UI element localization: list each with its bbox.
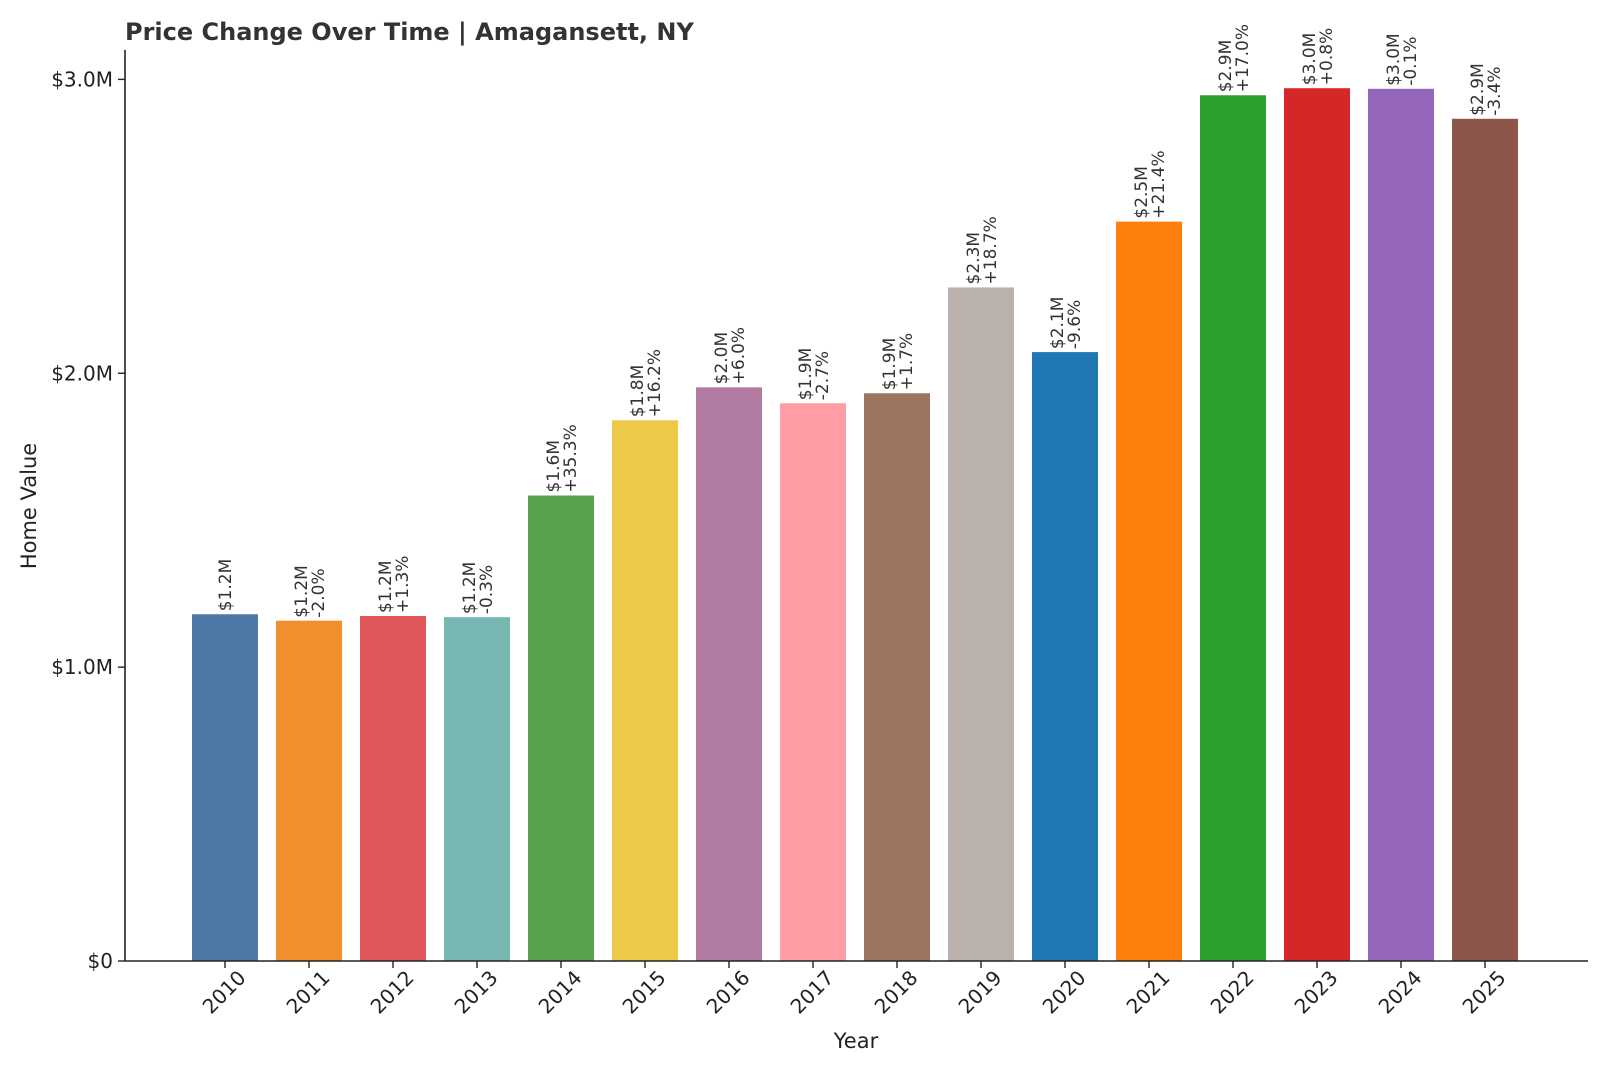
bar-2018 xyxy=(864,393,930,961)
x-tick-label-2010: 2010 xyxy=(198,966,251,1019)
x-tick-label-2022: 2022 xyxy=(1206,966,1259,1019)
value-label-2021: $2.5M xyxy=(1132,166,1152,219)
x-tick-label-2012: 2012 xyxy=(366,966,419,1019)
bar-labels-group: $1.2M $1.2M-2.0% $1.2M+1.3% $1.2M-0.3%$1.6M… xyxy=(216,24,1505,618)
value-label-2013: $1.2M xyxy=(460,562,480,615)
bar-label-2012: $1.2M+1.3% xyxy=(376,556,413,613)
x-tick-label-2018: 2018 xyxy=(870,966,923,1019)
change-label-2019: +18.7% xyxy=(981,216,1001,284)
x-tick-label-2019: 2019 xyxy=(954,966,1007,1019)
x-tick-label-2011: 2011 xyxy=(282,966,335,1019)
bar-2010 xyxy=(192,614,258,961)
x-tick-label-2025: 2025 xyxy=(1458,966,1511,1019)
value-label-2016: $2.0M xyxy=(712,332,732,385)
bars-group xyxy=(192,88,1518,962)
bar-label-2016: $2.0M+6.0% xyxy=(712,327,749,384)
change-label-2012: +1.3% xyxy=(393,556,413,613)
value-label-2023: $3.0M xyxy=(1300,33,1320,86)
value-label-2025: $2.9M xyxy=(1468,63,1488,116)
y-ticks-group: $0 $1.0M $2.0M $3.0M xyxy=(51,67,125,973)
value-label-2018: $1.9M xyxy=(880,338,900,391)
bar-2012 xyxy=(360,615,426,961)
bar-label-2019: $2.3M+18.7% xyxy=(964,216,1001,284)
value-label-2012: $1.2M xyxy=(376,560,396,613)
x-tick-label-2020: 2020 xyxy=(1038,966,1091,1019)
change-label-2017: -2.7% xyxy=(813,351,833,400)
change-label-2025: -3.4% xyxy=(1485,66,1505,115)
change-label-2021: +21.4% xyxy=(1149,150,1169,218)
value-label-2011: $1.2M xyxy=(292,565,312,618)
bar-2011 xyxy=(276,620,342,961)
bar-label-2017: $1.9M-2.7% xyxy=(796,348,833,401)
y-tick-label-0: $0 xyxy=(88,949,113,973)
change-label-2016: +6.0% xyxy=(729,327,749,384)
bar-label-2018: $1.9M+1.7% xyxy=(880,333,917,390)
change-label-2013: -0.3% xyxy=(477,565,497,614)
bar-2019 xyxy=(948,287,1014,961)
x-tick-label-2017: 2017 xyxy=(786,966,839,1019)
bar-label-2014: $1.6M+35.3% xyxy=(544,424,581,492)
change-label-2022: +17.0% xyxy=(1233,24,1253,92)
bar-label-2022: $2.9M+17.0% xyxy=(1216,24,1253,92)
x-tick-label-2016: 2016 xyxy=(702,966,755,1019)
y-tick-label-3: $3.0M xyxy=(51,67,113,91)
bar-2015 xyxy=(612,420,678,961)
change-label-2024: -0.1% xyxy=(1401,36,1421,85)
bar-label-2025: $2.9M-3.4% xyxy=(1468,63,1505,116)
value-label-2020: $2.1M xyxy=(1048,297,1068,350)
value-label-2022: $2.9M xyxy=(1216,40,1236,93)
bar-2022 xyxy=(1200,95,1266,962)
bar-2025 xyxy=(1452,118,1518,961)
value-label-2019: $2.3M xyxy=(964,232,984,285)
bar-2024 xyxy=(1368,88,1434,962)
y-axis-label: Home Value xyxy=(17,443,41,569)
x-tick-label-2024: 2024 xyxy=(1374,966,1427,1019)
value-label-2024: $3.0M xyxy=(1384,33,1404,86)
x-tick-label-2013: 2013 xyxy=(450,966,503,1019)
bar-2014 xyxy=(528,495,594,961)
bar-label-2024: $3.0M-0.1% xyxy=(1384,33,1421,86)
bar-2023 xyxy=(1284,88,1350,961)
value-label-2010: $1.2M xyxy=(216,559,236,612)
change-label-2014: +35.3% xyxy=(561,424,581,492)
change-label-2011: -2.0% xyxy=(309,568,329,617)
bar-label-2021: $2.5M+21.4% xyxy=(1132,150,1169,218)
value-label-2017: $1.9M xyxy=(796,348,816,401)
bar-label-2020: $2.1M-9.6% xyxy=(1048,297,1085,350)
y-tick-label-2: $2.0M xyxy=(51,361,113,385)
x-tick-label-2023: 2023 xyxy=(1290,966,1343,1019)
bar-label-2011: $1.2M-2.0% xyxy=(292,565,329,618)
bar-2017 xyxy=(780,403,846,961)
x-tick-label-2015: 2015 xyxy=(618,966,671,1019)
bar-2016 xyxy=(696,387,762,961)
bar-label-2015: $1.8M+16.2% xyxy=(628,349,665,417)
value-label-2014: $1.6M xyxy=(544,440,564,493)
bar-label-2013: $1.2M-0.3% xyxy=(460,562,497,615)
bar-2021 xyxy=(1116,221,1182,961)
chart-title: Price Change Over Time | Amagansett, NY xyxy=(125,18,694,46)
value-label-2015: $1.8M xyxy=(628,365,648,418)
x-tick-label-2021: 2021 xyxy=(1122,966,1175,1019)
change-label-2015: +16.2% xyxy=(645,349,665,417)
change-label-2020: -9.6% xyxy=(1065,300,1085,349)
x-ticks-group: 2010 2011 2012 2013 2014 2015 2016 2017 2018 2019… xyxy=(198,961,1511,1019)
bar-label-2010: $1.2M xyxy=(216,559,236,612)
change-label-2018: +1.7% xyxy=(897,333,917,390)
y-tick-label-1: $1.0M xyxy=(51,655,113,679)
bar-2020 xyxy=(1032,352,1098,961)
x-tick-label-2014: 2014 xyxy=(534,966,587,1019)
bar-2013 xyxy=(444,617,510,961)
bar-label-2023: $3.0M+0.8% xyxy=(1300,28,1337,85)
change-label-2023: +0.8% xyxy=(1317,28,1337,85)
x-axis-label: Year xyxy=(833,1029,879,1053)
